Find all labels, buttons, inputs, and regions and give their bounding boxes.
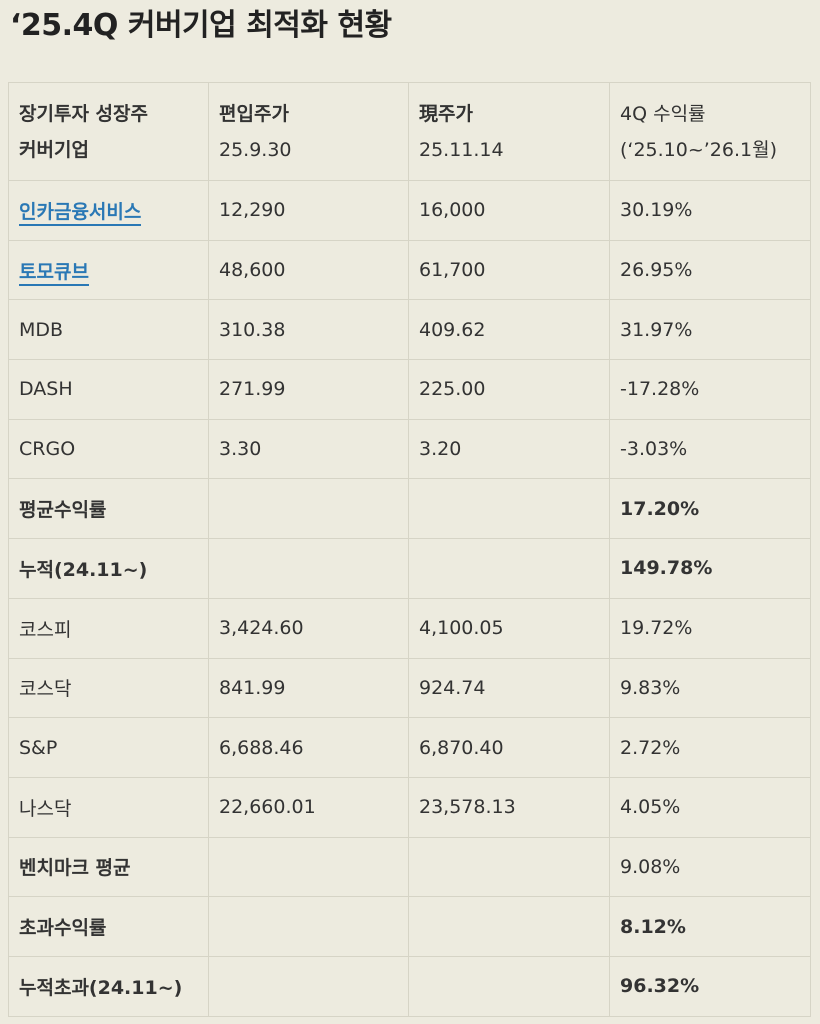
header-current-line1: 現주가 [419,102,473,125]
cell-return: 31.97% [609,299,811,361]
cell-entry: 12,290 [208,180,409,241]
row-label: 나스닥 [19,797,72,820]
table-row: 토모큐브 48,600 61,700 26.95% [8,239,811,301]
header-company-line2: 커버기업 [19,138,89,161]
cell-name: 벤치마크 평균 [8,836,209,898]
cell-current: 3.20 [408,418,610,480]
cell-entry [208,478,409,540]
cell-return: 9.83% [609,657,811,719]
row-label: MDB [19,318,64,341]
table-header-row: 장기투자 성장주 커버기업 편입주가 25.9.30 現주가 25.11.14 … [8,82,811,181]
cell-entry: 271.99 [208,359,409,420]
header-current-line2: 25.11.14 [419,138,504,161]
cell-current [408,896,610,957]
cell-name: 평균수익률 [8,478,209,540]
table-row: 벤치마크 평균 9.08% [8,836,811,898]
cell-current: 6,870.40 [408,717,610,778]
table-row: S&P 6,688.46 6,870.40 2.72% [8,717,811,778]
cell-name: DASH [8,359,209,420]
cell-name: CRGO [8,418,209,480]
row-label: 벤치마크 평균 [19,857,131,880]
cell-name: MDB [8,299,209,361]
table-row: CRGO 3.30 3.20 -3.03% [8,418,811,480]
header-entry-line1: 편입주가 [219,102,289,125]
table-row: 누적초과(24.11~) 96.32% [8,955,811,1017]
row-label: CRGO [19,438,76,461]
portfolio-table: 장기투자 성장주 커버기업 편입주가 25.9.30 現주가 25.11.14 … [8,82,811,1017]
table-row: 코스닥 841.99 924.74 9.83% [8,657,811,719]
company-link[interactable]: 인카금융서비스 [19,200,142,226]
row-label: 코스닥 [19,678,72,701]
cell-name[interactable]: 인카금융서비스 [8,180,209,241]
row-label: 누적초과(24.11~) [19,976,183,999]
cell-entry [208,538,409,599]
cell-return: 26.95% [609,239,811,301]
cell-entry: 22,660.01 [208,776,409,838]
table-row: 초과수익률 8.12% [8,896,811,957]
cell-current: 409.62 [408,299,610,361]
cell-current [408,955,610,1017]
cell-entry: 841.99 [208,657,409,719]
cell-return: 4.05% [609,776,811,838]
row-label: 누적(24.11~) [19,558,148,581]
cell-name[interactable]: 토모큐브 [8,239,209,301]
header-return-line2: (‘25.10~’26.1월) [620,138,778,161]
cell-current: 4,100.05 [408,597,610,659]
company-link[interactable]: 토모큐브 [19,260,89,286]
header-current-price: 現주가 25.11.14 [408,82,610,181]
table-row: 누적(24.11~) 149.78% [8,538,811,599]
header-entry-price: 편입주가 25.9.30 [208,82,409,181]
cell-current [408,836,610,898]
page-title: ‘25.4Q 커버기업 최적화 현황 [10,8,392,43]
table-row: 인카금융서비스 12,290 16,000 30.19% [8,180,811,241]
cell-return: 17.20% [609,478,811,540]
header-company-line1: 장기투자 성장주 [19,102,148,125]
cell-entry: 48,600 [208,239,409,301]
header-company: 장기투자 성장주 커버기업 [8,82,209,181]
cell-name: 누적초과(24.11~) [8,955,209,1017]
cell-current: 61,700 [408,239,610,301]
table-row: 코스피 3,424.60 4,100.05 19.72% [8,597,811,659]
cell-name: S&P [8,717,209,778]
header-return: 4Q 수익률 (‘25.10~’26.1월) [609,82,811,181]
cell-entry [208,836,409,898]
cell-entry: 3,424.60 [208,597,409,659]
cell-entry: 6,688.46 [208,717,409,778]
cell-current: 16,000 [408,180,610,241]
cell-entry [208,955,409,1017]
cell-current [408,538,610,599]
cell-entry: 310.38 [208,299,409,361]
cell-current: 924.74 [408,657,610,719]
table-row: DASH 271.99 225.00 -17.28% [8,359,811,420]
row-label: DASH [19,378,73,401]
cell-entry: 3.30 [208,418,409,480]
cell-return: 19.72% [609,597,811,659]
header-return-line1: 4Q 수익률 [620,102,706,125]
row-label: 초과수익률 [19,917,107,940]
cell-return: 149.78% [609,538,811,599]
cell-return: 2.72% [609,717,811,778]
table-row: MDB 310.38 409.62 31.97% [8,299,811,361]
cell-name: 나스닥 [8,776,209,838]
row-label: S&P [19,736,58,759]
cell-return: -17.28% [609,359,811,420]
cell-return: -3.03% [609,418,811,480]
table-row: 나스닥 22,660.01 23,578.13 4.05% [8,776,811,838]
cell-return: 96.32% [609,955,811,1017]
cell-name: 초과수익률 [8,896,209,957]
cell-return: 8.12% [609,896,811,957]
row-label: 평균수익률 [19,499,107,522]
cell-entry [208,896,409,957]
cell-current: 225.00 [408,359,610,420]
cell-current: 23,578.13 [408,776,610,838]
cell-return: 9.08% [609,836,811,898]
row-label: 코스피 [19,618,72,641]
cell-name: 코스닥 [8,657,209,719]
cell-name: 누적(24.11~) [8,538,209,599]
cell-current [408,478,610,540]
table-row: 평균수익률 17.20% [8,478,811,540]
cell-return: 30.19% [609,180,811,241]
cell-name: 코스피 [8,597,209,659]
header-entry-line2: 25.9.30 [219,138,292,161]
